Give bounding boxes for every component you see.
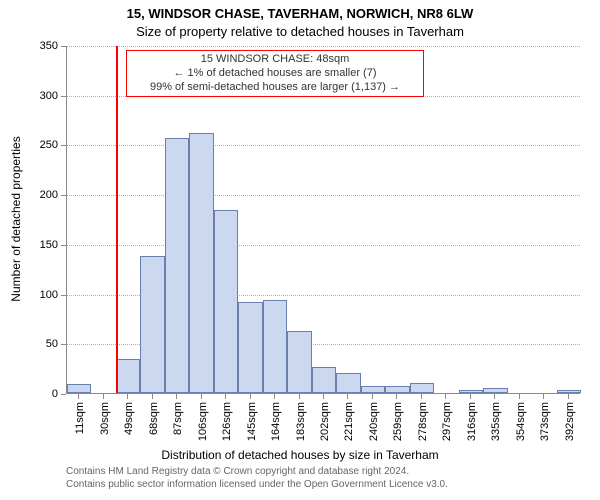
bar [165, 138, 189, 393]
bar [312, 367, 336, 393]
y-tick-label: 100 [28, 289, 58, 301]
chart-subtitle: Size of property relative to detached ho… [0, 24, 600, 39]
bar [140, 256, 164, 393]
x-tick-mark [519, 394, 520, 399]
reference-line [116, 46, 118, 393]
x-tick-mark [274, 394, 275, 399]
bar [483, 388, 507, 393]
x-tick-mark [225, 394, 226, 399]
y-tick-mark [61, 96, 66, 97]
bar [287, 331, 311, 393]
x-tick-mark [445, 394, 446, 399]
bar [263, 300, 287, 393]
chart-title-address: 15, WINDSOR CHASE, TAVERHAM, NORWICH, NR… [0, 6, 600, 21]
x-tick-mark [372, 394, 373, 399]
x-axis-label: Distribution of detached houses by size … [0, 448, 600, 462]
bar [385, 386, 409, 393]
bar [336, 373, 360, 393]
y-tick-mark [61, 46, 66, 47]
x-tick-mark [250, 394, 251, 399]
y-tick-mark [61, 195, 66, 196]
footer-attribution: Contains HM Land Registry data © Crown c… [66, 466, 448, 491]
info-box-line: ← 1% of detached houses are smaller (7) [133, 67, 417, 81]
chart-container: { "title": { "line1": "15, WINDSOR CHASE… [0, 0, 600, 500]
y-tick-mark [61, 245, 66, 246]
bar [67, 384, 91, 393]
footer-line: Contains public sector information licen… [66, 479, 448, 492]
bar [116, 359, 140, 393]
y-tick-label: 0 [28, 388, 58, 400]
y-tick-label: 50 [28, 338, 58, 350]
plot-area [66, 46, 580, 394]
x-tick-mark [127, 394, 128, 399]
y-tick-mark [61, 295, 66, 296]
bar [459, 390, 483, 393]
y-tick-mark [61, 394, 66, 395]
grid-line [67, 245, 580, 246]
y-axis-label: Number of detached properties [9, 119, 23, 319]
info-box-line: 15 WINDSOR CHASE: 48sqm [133, 53, 417, 67]
y-tick-label: 150 [28, 239, 58, 251]
x-tick-mark [396, 394, 397, 399]
x-tick-mark [494, 394, 495, 399]
x-tick-mark [103, 394, 104, 399]
y-tick-label: 350 [28, 40, 58, 52]
bar [238, 302, 262, 393]
info-box: 15 WINDSOR CHASE: 48sqm← 1% of detached … [126, 50, 424, 97]
y-tick-label: 300 [28, 90, 58, 102]
x-tick-mark [323, 394, 324, 399]
x-tick-mark [470, 394, 471, 399]
grid-line [67, 145, 580, 146]
x-tick-mark [78, 394, 79, 399]
x-tick-mark [543, 394, 544, 399]
y-tick-label: 200 [28, 189, 58, 201]
bar [361, 386, 385, 393]
grid-line [67, 195, 580, 196]
grid-line [67, 46, 580, 47]
info-box-line: 99% of semi-detached houses are larger (… [133, 81, 417, 95]
x-tick-mark [421, 394, 422, 399]
x-tick-mark [176, 394, 177, 399]
x-tick-mark [568, 394, 569, 399]
y-tick-mark [61, 145, 66, 146]
bar [410, 383, 434, 393]
bar [189, 133, 213, 394]
bar [214, 210, 238, 393]
x-tick-mark [347, 394, 348, 399]
y-tick-label: 250 [28, 139, 58, 151]
bar [557, 390, 581, 393]
y-tick-mark [61, 344, 66, 345]
x-tick-mark [201, 394, 202, 399]
footer-line: Contains HM Land Registry data © Crown c… [66, 466, 448, 479]
x-tick-mark [299, 394, 300, 399]
x-tick-mark [152, 394, 153, 399]
